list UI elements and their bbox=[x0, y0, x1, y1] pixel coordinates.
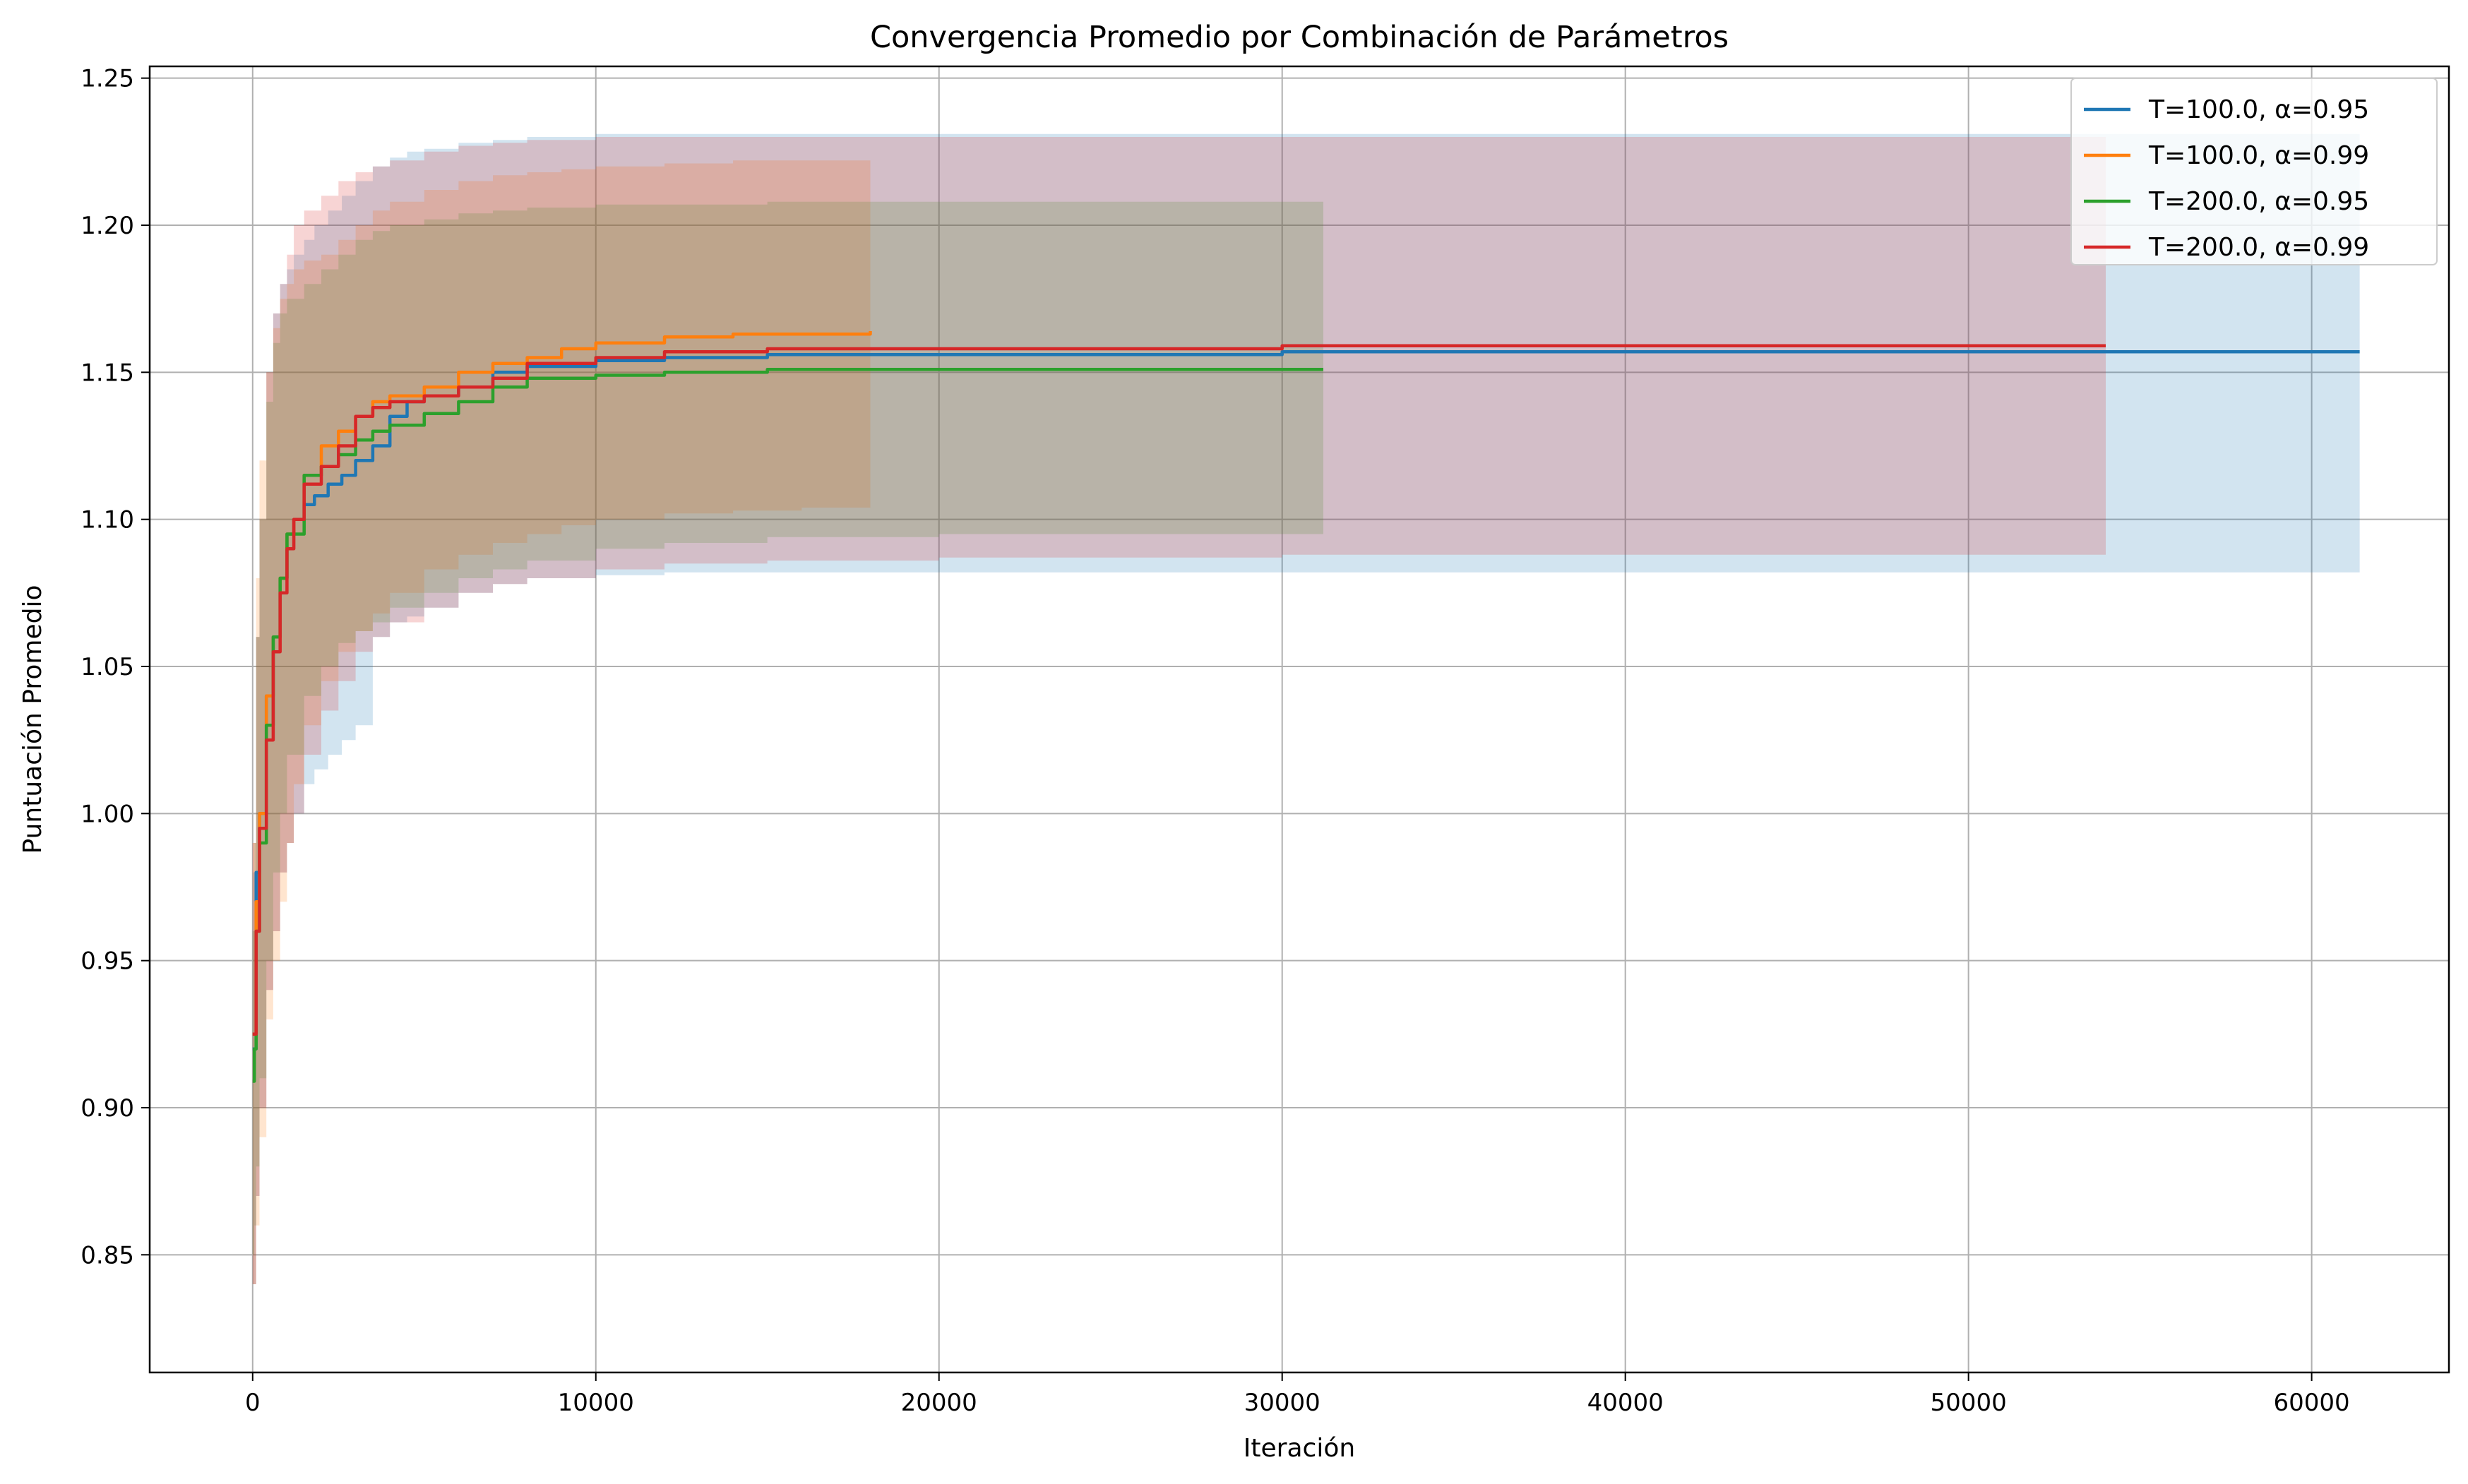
y-tick-label: 1.00 bbox=[81, 800, 134, 828]
confidence-bands bbox=[252, 133, 2360, 1284]
legend-label-1: T=100.0, α=0.95 bbox=[2148, 95, 2369, 124]
y-tick-label: 0.95 bbox=[81, 947, 134, 976]
confidence-band-2 bbox=[252, 160, 871, 1284]
x-tick-label: 40000 bbox=[1587, 1389, 1664, 1417]
confidence-band-1 bbox=[252, 133, 2360, 1284]
grid bbox=[150, 66, 2449, 1372]
legend-label-3: T=200.0, α=0.95 bbox=[2148, 187, 2369, 216]
series-lines bbox=[252, 331, 2360, 1083]
confidence-band-4 bbox=[252, 137, 2106, 1284]
y-tick-label: 0.85 bbox=[81, 1241, 134, 1269]
x-tick-label: 60000 bbox=[2274, 1389, 2350, 1417]
plot-frame bbox=[148, 65, 2450, 1374]
y-tick-label: 1.05 bbox=[81, 653, 134, 681]
x-axis-label: Iteración bbox=[1244, 1434, 1355, 1463]
y-tick-label: 1.15 bbox=[81, 359, 134, 387]
x-tick-label: 20000 bbox=[901, 1389, 977, 1417]
y-tick-label: 1.10 bbox=[81, 506, 134, 534]
y-axis-label: Puntuación Promedio bbox=[18, 585, 47, 854]
legend-box bbox=[2070, 78, 2438, 265]
axis-ticks: 0 10000 20000 30000 40000 50000 60000 0.85 0.90 0… bbox=[81, 65, 2349, 1417]
x-tick-label: 10000 bbox=[558, 1389, 634, 1417]
legend-label-2: T=100.0, α=0.99 bbox=[2148, 141, 2369, 170]
chart-title: Convergencia Promedio por Combinación de… bbox=[870, 20, 1729, 55]
y-tick-label: 0.90 bbox=[81, 1094, 134, 1123]
y-tick-label: 1.25 bbox=[81, 65, 134, 93]
legend-label-4: T=200.0, α=0.99 bbox=[2148, 233, 2369, 262]
x-tick-label: 0 bbox=[245, 1389, 261, 1417]
x-tick-label: 50000 bbox=[1931, 1389, 2007, 1417]
y-tick-label: 1.20 bbox=[81, 212, 134, 240]
x-tick-label: 30000 bbox=[1244, 1389, 1321, 1417]
series-line-4 bbox=[252, 344, 2106, 1036]
legend: T=100.0, α=0.95 T=100.0, α=0.99 T=200.0, α… bbox=[2070, 78, 2438, 265]
confidence-band-3 bbox=[252, 201, 1323, 1255]
